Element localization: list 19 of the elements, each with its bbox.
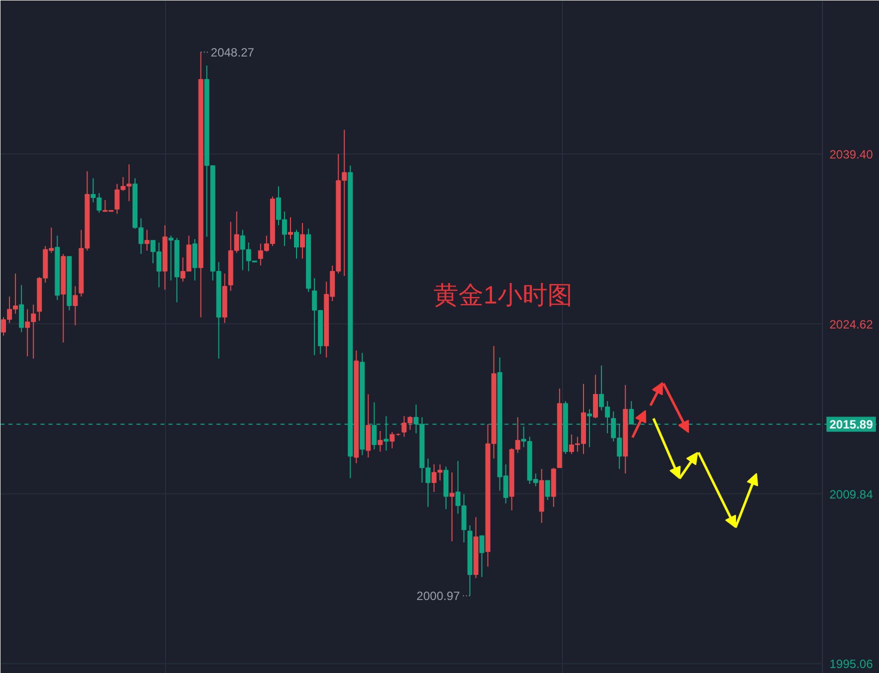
y-tick-label: 2024.62 (830, 317, 874, 332)
candlestick (545, 480, 550, 500)
candlestick (72, 286, 78, 326)
candlestick (449, 472, 454, 542)
ref-line-label: 2015.89 (830, 418, 874, 432)
y-tick-label: 2039.40 (830, 148, 874, 162)
annotation: 2000.97 (416, 589, 460, 604)
candlestick (294, 229, 299, 260)
annotation: 2048.27 (210, 46, 254, 60)
candlestick (288, 216, 294, 240)
candlestick (592, 374, 598, 419)
candlestick (18, 284, 24, 333)
candlestick (300, 222, 305, 260)
candlestick (479, 535, 484, 578)
y-tick-label: 1995.06 (830, 657, 874, 672)
text: 黄金1小时图 (434, 282, 572, 310)
candlestick (144, 229, 150, 252)
candlestick (378, 430, 383, 452)
y-tick-label: 2009.84 (830, 487, 874, 502)
